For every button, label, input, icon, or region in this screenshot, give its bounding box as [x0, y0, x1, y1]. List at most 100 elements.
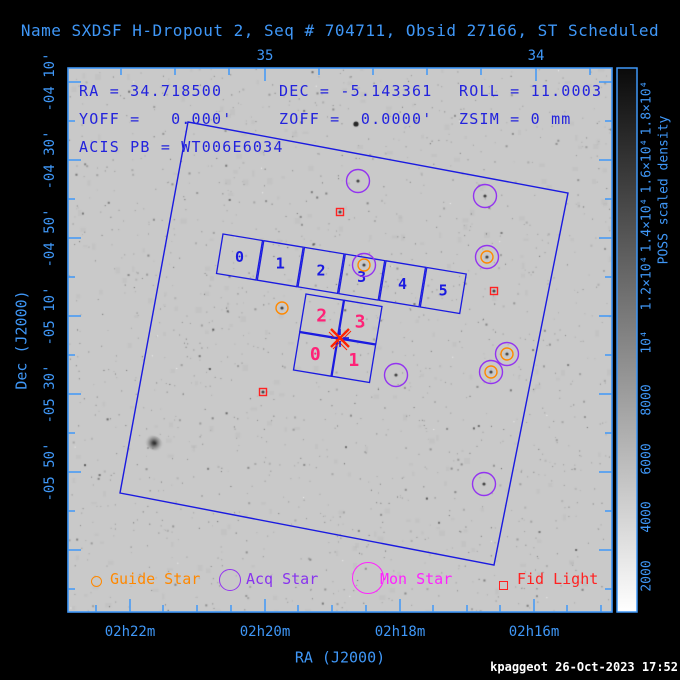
left-tick-label: -04 10'	[42, 52, 58, 112]
mon-star-icon	[352, 562, 384, 594]
dec-value: DEC = -5.143361	[279, 82, 433, 100]
fid-marker	[258, 387, 268, 397]
chip-outline	[215, 233, 264, 281]
chip-outline	[297, 246, 345, 295]
guide-acq-marker	[478, 359, 504, 385]
acq-circle	[383, 362, 409, 388]
roll-value: ROLL = 11.0003	[459, 82, 603, 100]
legend-fid-light-label: Fid Light	[517, 570, 599, 588]
chip-label: 5	[439, 282, 448, 300]
fid-marker	[335, 207, 345, 217]
y-axis-title: Dec (J2000)	[12, 290, 31, 390]
colorbar-tick-label: 1.8×10⁴	[639, 80, 655, 136]
colorbar-tick-label: 10⁴	[639, 330, 655, 354]
bottom-tick-label: 02h22m	[104, 624, 156, 640]
guide-acq-marker	[351, 252, 377, 278]
fid-square	[258, 387, 268, 397]
chip-outline	[378, 260, 427, 308]
chip-label: 1	[348, 350, 359, 371]
guide-star-icon	[91, 576, 102, 587]
acq-circle	[345, 168, 371, 194]
acq-marker	[345, 168, 371, 194]
chip-outline	[337, 299, 383, 345]
signature: kpaggeot 26-Oct-2023 17:52	[490, 660, 678, 674]
top-tick-label: 35	[256, 48, 274, 64]
guide-acq-marker	[474, 244, 500, 270]
guide-marker	[275, 301, 289, 315]
colorbar-tick-label: 1.6×10⁴	[639, 138, 655, 194]
chip-outline	[256, 239, 304, 288]
colorbar-tick-label: 6000	[639, 443, 655, 475]
acq-circle	[472, 183, 498, 209]
acq-circle	[474, 244, 500, 270]
top-tick-label: 34	[527, 48, 545, 64]
guide-circle	[500, 347, 514, 361]
left-tick-label: -05 50'	[42, 442, 58, 502]
aimpoint-marker	[328, 328, 352, 351]
acis-pb-value: ACIS PB = WT006E6034	[79, 138, 284, 156]
left-tick-label: -04 50'	[42, 208, 58, 268]
chip-outline	[331, 338, 377, 384]
guide-circle	[480, 250, 494, 264]
left-tick-label: -04 30'	[42, 130, 58, 190]
chip-outline	[419, 266, 467, 315]
aimpoint-x	[330, 328, 350, 348]
left-tick-label: -05 30'	[42, 364, 58, 424]
colorbar-title: POSS scaled density	[656, 115, 672, 265]
acq-circle	[478, 359, 504, 385]
aimpoint-x	[332, 330, 352, 350]
legend-acq-star-label: Acq Star	[246, 570, 319, 588]
legend-mon-star-label: Mon Star	[380, 570, 453, 588]
colorbar-tick-label: 1.4×10⁴	[639, 197, 655, 253]
fid-marker	[489, 286, 499, 296]
guide-circle	[484, 365, 498, 379]
plot-frame	[67, 67, 613, 613]
chip-label: 2	[316, 305, 327, 326]
zoff-value: ZOFF = 0.0000'	[279, 110, 433, 128]
acq-circle	[351, 252, 377, 278]
acq-circle	[494, 341, 520, 367]
aimpoint-x	[328, 331, 348, 351]
chip-label: 0	[310, 344, 321, 365]
fid-light-icon	[499, 581, 508, 590]
acq-marker	[472, 183, 498, 209]
chip-label: 3	[357, 268, 366, 286]
chip-label: 2	[316, 261, 325, 279]
fid-square	[335, 207, 345, 217]
yoff-value: YOFF = 0.000'	[79, 110, 233, 128]
fid-square	[489, 286, 499, 296]
acq-marker	[471, 471, 497, 497]
acq-circle	[471, 471, 497, 497]
acis-i-array: 2 3 0 1	[292, 293, 383, 384]
colorbar	[616, 67, 638, 613]
zsim-value: ZSIM = 0 mm	[459, 110, 572, 128]
fov-outline	[119, 121, 569, 566]
chip-label: 1	[276, 255, 285, 273]
bottom-tick-label: 02h18m	[374, 624, 426, 640]
colorbar-tick-label: 2000	[639, 560, 655, 592]
colorbar-tick-label: 1.2×10⁴	[639, 255, 655, 311]
page-title: Name SXDSF H-Dropout 2, Seq # 704711, Ob…	[20, 21, 660, 40]
chip-outline	[292, 331, 338, 377]
acq-star-icon	[219, 569, 241, 591]
x-axis-title: RA (J2000)	[294, 648, 386, 667]
guide-acq-marker	[494, 341, 520, 367]
acis-s-array: 0 1 2 3 4 5	[215, 233, 467, 315]
chip-label: 3	[355, 312, 366, 333]
legend-guide-star-label: Guide Star	[110, 570, 201, 588]
chip-outline	[299, 293, 345, 339]
guide-circle	[275, 301, 289, 315]
bottom-tick-label: 02h20m	[239, 624, 291, 640]
left-tick-label: -05 10'	[42, 286, 58, 346]
chip-label: 4	[398, 275, 407, 293]
acq-marker	[383, 362, 409, 388]
chip-label: 0	[235, 248, 244, 266]
bottom-tick-label: 02h16m	[508, 624, 560, 640]
sky-image	[68, 68, 612, 612]
chip-outline	[338, 253, 386, 301]
colorbar-tick-label: 8000	[639, 384, 655, 416]
colorbar-tick-label: 4000	[639, 501, 655, 533]
ra-value: RA = 34.718500	[79, 82, 223, 100]
